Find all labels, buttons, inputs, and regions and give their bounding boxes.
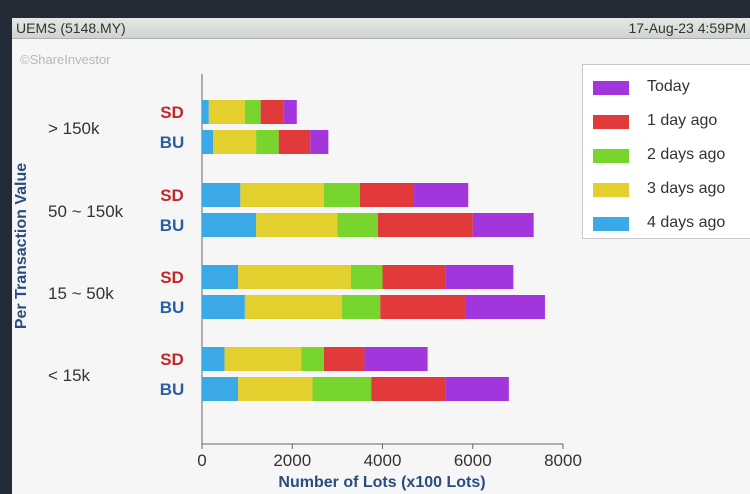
- bar-segment: [341, 295, 381, 319]
- bar-segment: [377, 213, 473, 237]
- bar-segment: [260, 100, 284, 124]
- chart-plot: 0 2000 4000 6000 8000 Number of Lots (x100 Lo…: [13, 74, 582, 491]
- watermark: ©ShareInvestor: [20, 52, 111, 67]
- bar-segment: [364, 347, 428, 371]
- bar-segment: [202, 377, 239, 401]
- category-label: 50 ~ 150k: [48, 202, 124, 221]
- category-label: < 15k: [48, 366, 91, 385]
- bar-segment: [202, 347, 225, 371]
- bar-segment: [202, 100, 209, 124]
- row-label-bu: BU: [160, 216, 185, 235]
- legend-label: 1 day ago: [647, 112, 718, 129]
- legend-label: 3 days ago: [647, 180, 726, 197]
- bar-segment: [213, 130, 257, 154]
- row-label-sd: SD: [160, 350, 184, 369]
- row-label-bu: BU: [160, 133, 185, 152]
- stock-title: UEMS (5148.MY): [16, 20, 126, 36]
- row-label-sd: SD: [160, 186, 184, 205]
- legend-swatch: [593, 81, 629, 95]
- bar-segment: [465, 295, 545, 319]
- row-label-sd: SD: [160, 268, 184, 287]
- bar-segment: [202, 130, 214, 154]
- bar-segment: [244, 100, 261, 124]
- bar-segment: [312, 377, 372, 401]
- bar-segment: [283, 100, 297, 124]
- chart-timestamp: 17-Aug-23 4:59PM: [628, 20, 746, 36]
- bar-segment: [202, 183, 241, 207]
- chart-header: UEMS (5148.MY) 17-Aug-23 4:59PM: [12, 18, 750, 39]
- bar-segment: [224, 347, 302, 371]
- bar-segment: [256, 213, 338, 237]
- category-label: > 150k: [48, 119, 100, 138]
- legend-label: Today: [647, 78, 690, 95]
- row-label-bu: BU: [160, 380, 185, 399]
- bar-segment: [359, 183, 415, 207]
- bar-segment: [202, 265, 239, 289]
- bar-segment: [301, 347, 324, 371]
- x-tick-label: 0: [197, 451, 206, 470]
- bar-segment: [278, 130, 311, 154]
- chart-legend: Today 1 day ago 2 days ago 3 days ago 4 days…: [582, 64, 750, 239]
- bar-segment: [238, 265, 351, 289]
- row-label-bu: BU: [160, 298, 185, 317]
- x-tick-label: 2000: [273, 451, 311, 470]
- bar-segment: [208, 100, 245, 124]
- x-tick-label: 8000: [544, 451, 582, 470]
- y-axis-title: Per Transaction Value: [13, 163, 30, 329]
- bar-segment: [323, 347, 365, 371]
- bar-segment: [371, 377, 446, 401]
- legend-label: 2 days ago: [647, 146, 726, 163]
- bar-segment: [472, 213, 534, 237]
- bar-segment: [238, 377, 313, 401]
- chart-frame: UEMS (5148.MY) 17-Aug-23 4:59PM ©ShareIn…: [12, 18, 750, 494]
- bar-segment: [445, 265, 514, 289]
- bar-segment: [244, 295, 342, 319]
- bar-segment: [382, 265, 446, 289]
- bar-segment: [323, 183, 360, 207]
- legend-swatch: [593, 149, 629, 163]
- bar-segment: [256, 130, 279, 154]
- legend-swatch: [593, 115, 629, 129]
- bar-segment: [350, 265, 383, 289]
- legend-swatch: [593, 183, 629, 197]
- x-tick-label: 4000: [364, 451, 402, 470]
- bar-segment: [310, 130, 329, 154]
- bar-segment: [414, 183, 469, 207]
- x-axis-title: Number of Lots (x100 Lots): [278, 474, 485, 491]
- bar-segment: [202, 295, 245, 319]
- category-label: 15 ~ 50k: [48, 284, 114, 303]
- bar-segment: [202, 213, 257, 237]
- row-label-sd: SD: [160, 103, 184, 122]
- bar-segment: [380, 295, 466, 319]
- bar-segment: [337, 213, 378, 237]
- legend-label: 4 days ago: [647, 214, 726, 231]
- legend-swatch: [593, 217, 629, 231]
- bar-segment: [445, 377, 509, 401]
- bar-segment: [240, 183, 324, 207]
- x-tick-label: 6000: [454, 451, 492, 470]
